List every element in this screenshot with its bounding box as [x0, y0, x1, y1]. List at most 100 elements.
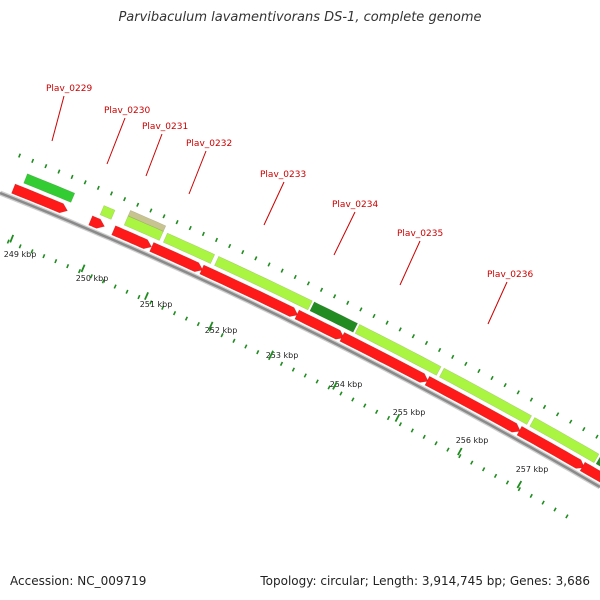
inner-tick [18, 244, 22, 249]
kbp-label: 251 kbp [140, 300, 173, 309]
gene-leader-line [333, 211, 356, 256]
inner-tick [339, 391, 343, 396]
outer-tick [188, 225, 192, 231]
outer-tick [582, 427, 586, 432]
outer-tick [18, 153, 22, 158]
genome-backbone [0, 190, 600, 490]
reverse-gene-2 [88, 215, 105, 229]
outer-tick [451, 354, 455, 359]
gene-leader-line [145, 133, 163, 177]
outer-tick [201, 231, 205, 237]
inner-tick [54, 258, 58, 264]
inner-tick [244, 344, 248, 349]
map-title: Parvibaculum lavamentivorans DS-1, compl… [118, 10, 482, 25]
inner-tick [422, 434, 426, 439]
kbp-label: 250 kbp [76, 274, 109, 283]
scale-ticks [6, 153, 599, 519]
outer-tick [372, 313, 376, 319]
reverse-gene-6 [294, 309, 345, 340]
outer-tick [346, 300, 350, 305]
reverse-gene-8 [424, 375, 521, 433]
reverse-gene-4 [149, 242, 204, 273]
inner-tick [327, 385, 331, 390]
gene-label: Plav_0234 [332, 200, 378, 210]
kbp-label: 252 kbp [205, 326, 238, 335]
outer-tick [398, 327, 402, 332]
inner-tick [184, 316, 189, 321]
backbone-shadow [0, 190, 600, 490]
outer-tick [293, 274, 297, 280]
reverse-gene-5 [199, 264, 299, 317]
gene-leader-line [487, 281, 508, 325]
kbp-major-tick [208, 321, 214, 330]
outer-tick [149, 208, 153, 213]
inner-tick [493, 473, 498, 478]
outer-tick [280, 268, 284, 273]
inner-tick [470, 460, 474, 465]
reverse-gene-7 [339, 331, 429, 383]
inner-tick [256, 350, 260, 355]
inner-tick [291, 367, 296, 372]
inner-tick [196, 321, 200, 327]
inner-tick [398, 422, 403, 427]
kbp-major-tick [144, 292, 149, 301]
inner-tick [315, 379, 319, 384]
inner-tick [113, 284, 117, 289]
outer-tick [503, 383, 507, 388]
inner-tick [374, 409, 379, 414]
reverse-gene-3 [111, 225, 153, 250]
inner-tick [386, 415, 391, 421]
outer-tick [595, 434, 599, 439]
inner-tick [208, 327, 212, 332]
outer-tick [385, 320, 389, 325]
outer-tick [359, 307, 363, 312]
forward-gene-5 [214, 256, 313, 311]
kbp-label: 249 kbp [4, 250, 37, 259]
gene-label: Plav_0235 [397, 229, 443, 239]
outer-tick [109, 191, 114, 196]
gene-label: Plav_0232 [186, 139, 232, 149]
outer-tick [437, 347, 442, 353]
inner-tick [529, 493, 533, 498]
inner-tick [66, 263, 70, 269]
gene-label: Plav_0233 [260, 170, 306, 180]
kbp-major-tick [9, 234, 15, 243]
outer-tick [569, 419, 573, 424]
inner-tick [172, 310, 177, 316]
forward-gene-8 [438, 367, 533, 425]
forward-gene-tan [127, 210, 167, 232]
kbp-major-tick [394, 414, 400, 423]
inner-tick [42, 253, 46, 259]
inner-tick [6, 239, 10, 244]
genome-summary-text: Topology: circular; Length: 3,914,745 bp… [260, 574, 590, 588]
inner-tick [125, 289, 129, 294]
outer-tick [464, 361, 468, 366]
inner-tick [434, 441, 438, 446]
outer-tick [162, 214, 166, 219]
forward-gene-2 [99, 205, 116, 220]
outer-tick [70, 174, 74, 180]
accession-text: Accession: NC_009719 [10, 574, 147, 588]
outer-tick [319, 287, 324, 292]
forward-gene-9 [529, 417, 600, 464]
inner-tick [517, 487, 522, 492]
backbone-line [0, 191, 600, 489]
inner-tick [481, 467, 486, 472]
kbp-label: 256 kbp [456, 436, 489, 445]
scale-labels: 249 kbp 250 kbp 251 kbp 252 kbp 253 kbp 254 k… [4, 234, 548, 489]
kbp-label: 253 kbp [266, 351, 299, 360]
inner-tick [410, 428, 414, 433]
gene-leader-line [188, 150, 207, 195]
outer-tick [555, 412, 560, 417]
inner-tick [553, 507, 557, 512]
outer-tick [228, 243, 232, 249]
outer-tick [267, 262, 271, 267]
kbp-label: 255 kbp [393, 408, 426, 417]
outer-tick [44, 163, 48, 169]
gene-track [11, 173, 600, 483]
inner-tick [446, 447, 450, 452]
gene-leader-line [51, 95, 65, 142]
inner-tick [77, 268, 82, 274]
inner-tick [351, 397, 355, 402]
inner-tick [541, 500, 545, 505]
